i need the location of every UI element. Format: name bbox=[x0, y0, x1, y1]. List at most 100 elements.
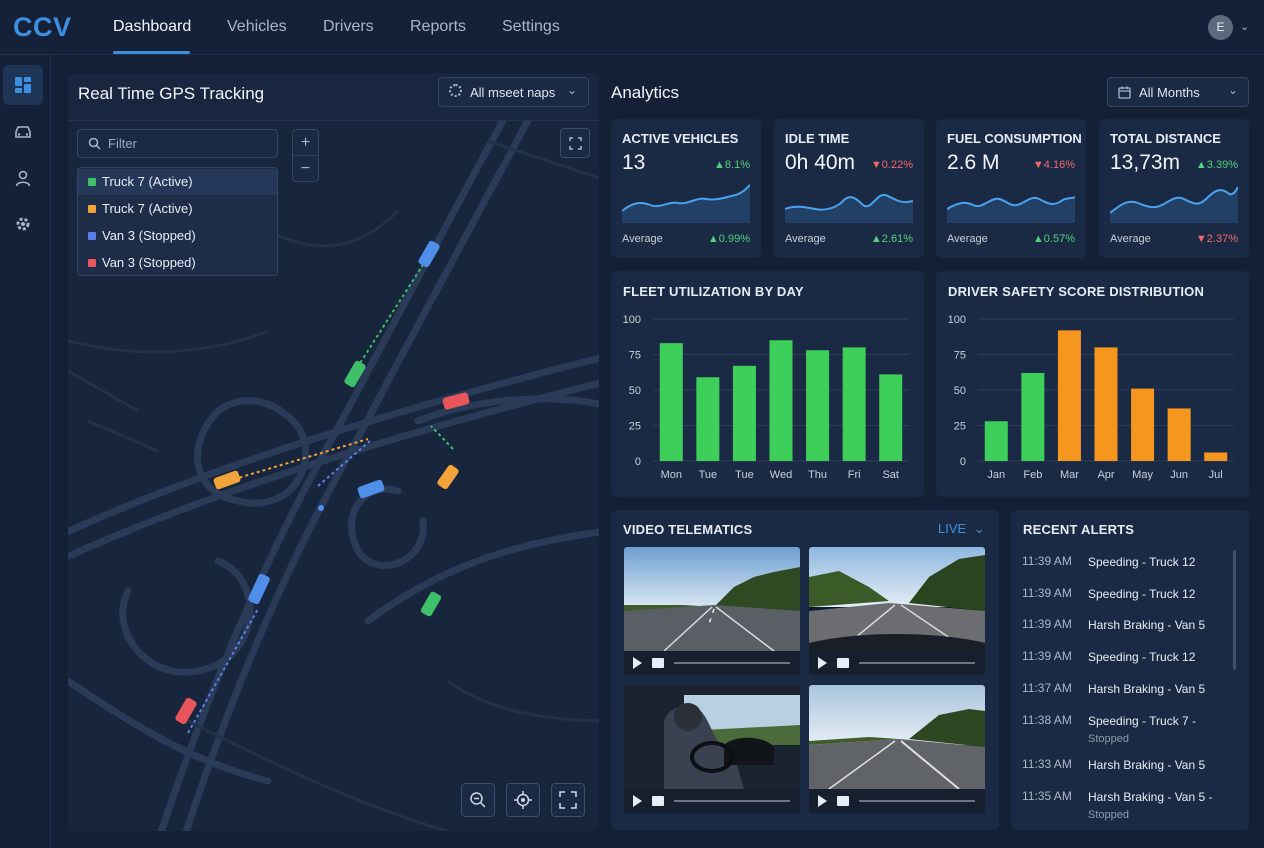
kpi-card[interactable]: TOTAL DISTANCE 13,73m ▲3.39% Average ▼2.… bbox=[1099, 119, 1249, 258]
bar[interactable] bbox=[879, 374, 903, 461]
kpi-change: ▲8.1% bbox=[714, 159, 750, 171]
zoom-in-button[interactable]: + bbox=[292, 129, 319, 156]
zoom-out-button[interactable]: − bbox=[292, 155, 319, 182]
sparkline bbox=[1110, 186, 1238, 223]
bar[interactable] bbox=[1057, 330, 1081, 461]
bar[interactable] bbox=[1204, 452, 1228, 461]
tab-dashboard[interactable]: Dashboard bbox=[113, 18, 192, 35]
kpi-card[interactable]: FUEL CONSUMPTION 2.6 M ▼4.16% Average ▲0… bbox=[936, 119, 1086, 258]
safety-score-panel: DRIVER SAFETY SCORE DISTRIBUTION 0 25 50 75… bbox=[936, 271, 1249, 497]
bar[interactable] bbox=[1021, 372, 1045, 461]
crosshair-icon bbox=[514, 791, 532, 809]
vehicle-label: Truck 7 (Active) bbox=[102, 201, 193, 216]
kpi-card[interactable]: ACTIVE VEHICLES 13 ▲8.1% Average ▲0.99% bbox=[611, 119, 761, 258]
sidebar-item-drivers[interactable] bbox=[3, 158, 43, 198]
map-layer-select[interactable]: All mseet naps ⌄ bbox=[438, 77, 589, 107]
bar[interactable] bbox=[696, 377, 720, 461]
list-item[interactable]: Truck 7 (Active) bbox=[78, 196, 277, 222]
list-item[interactable]: Truck 7 (Active) bbox=[78, 169, 277, 195]
kpi-value: 0h 40m bbox=[785, 151, 856, 174]
status-swatch bbox=[88, 205, 96, 213]
video-tile[interactable] bbox=[809, 547, 985, 675]
sidebar-item-dashboard[interactable] bbox=[3, 65, 43, 105]
dashboard-icon bbox=[15, 77, 31, 93]
map-canvas[interactable] bbox=[68, 121, 599, 831]
bar[interactable] bbox=[659, 343, 683, 461]
locate-button[interactable] bbox=[506, 783, 540, 817]
alert-time: 11:38 AM bbox=[1022, 713, 1072, 727]
video-progress-track[interactable] bbox=[859, 800, 975, 802]
bar[interactable] bbox=[984, 421, 1008, 461]
video-controls bbox=[809, 651, 985, 675]
loading-spinner-icon bbox=[449, 84, 462, 97]
bar[interactable] bbox=[1167, 408, 1191, 461]
kpi-average-label: Average bbox=[1110, 233, 1151, 245]
x-tick-label: May bbox=[1132, 469, 1153, 481]
tab-drivers[interactable]: Drivers bbox=[323, 18, 374, 35]
map-zoom-button[interactable] bbox=[461, 783, 495, 817]
video-controls bbox=[624, 789, 800, 813]
vehicle-markers[interactable] bbox=[174, 240, 470, 726]
bar[interactable] bbox=[769, 340, 793, 461]
x-tick-label: Jan bbox=[987, 469, 1005, 481]
kpi-average-change: ▼2.37% bbox=[1195, 233, 1238, 245]
user-avatar[interactable]: E bbox=[1208, 15, 1233, 40]
active-tab-indicator bbox=[113, 51, 190, 54]
live-toggle[interactable]: LIVE ⌄ bbox=[938, 521, 985, 537]
kpi-value: 13,73m bbox=[1110, 151, 1181, 174]
play-icon[interactable] bbox=[818, 795, 827, 807]
video-tile[interactable] bbox=[809, 685, 985, 813]
video-progress-track[interactable] bbox=[674, 662, 790, 664]
alert-time: 11:35 AM bbox=[1022, 789, 1072, 803]
tab-vehicles[interactable]: Vehicles bbox=[227, 18, 287, 35]
tab-settings[interactable]: Settings bbox=[502, 18, 560, 35]
period-select[interactable]: All Months ⌄ bbox=[1107, 77, 1249, 107]
chevron-down-icon: ⌄ bbox=[1228, 83, 1239, 97]
kpi-average-label: Average bbox=[622, 233, 663, 245]
fullscreen-button[interactable] bbox=[560, 128, 590, 158]
camera-icon bbox=[652, 658, 664, 668]
filter-field[interactable] bbox=[77, 129, 278, 158]
user-icon bbox=[15, 170, 31, 187]
search-icon bbox=[88, 137, 101, 150]
play-icon[interactable] bbox=[633, 657, 642, 669]
video-progress-track[interactable] bbox=[674, 800, 790, 802]
kpi-average-change: ▲2.61% bbox=[870, 233, 913, 245]
bar[interactable] bbox=[1094, 347, 1118, 461]
kpi-average-label: Average bbox=[785, 233, 826, 245]
alerts-scrollbar[interactable] bbox=[1233, 550, 1236, 670]
x-tick-label: Jun bbox=[1170, 469, 1188, 481]
y-tick-label: 0 bbox=[960, 456, 966, 468]
sidebar-item-vehicles[interactable] bbox=[3, 112, 43, 152]
tab-reports[interactable]: Reports bbox=[410, 18, 467, 35]
alert-time: 11:39 AM bbox=[1022, 649, 1072, 663]
sidebar-item-settings[interactable] bbox=[3, 204, 43, 244]
status-swatch bbox=[88, 259, 96, 267]
y-tick-label: 25 bbox=[954, 421, 966, 433]
play-icon[interactable] bbox=[818, 657, 827, 669]
bar[interactable] bbox=[1131, 388, 1155, 461]
video-tile[interactable] bbox=[624, 685, 800, 813]
play-icon[interactable] bbox=[633, 795, 642, 807]
map-expand-button[interactable] bbox=[551, 783, 585, 817]
map-layer-select-value: All mseet naps bbox=[470, 85, 556, 100]
filter-input[interactable] bbox=[108, 136, 268, 151]
video-tile[interactable] bbox=[624, 547, 800, 675]
top-bar: CCV Dashboard Vehicles Drivers Reports S… bbox=[0, 0, 1264, 55]
camera-icon bbox=[652, 796, 664, 806]
vehicle-list: Truck 7 (Active) Truck 7 (Active) Van 3 … bbox=[77, 167, 278, 276]
list-item[interactable]: Van 3 (Stopped) bbox=[78, 250, 277, 276]
alert-text: Speeding - Truck 12 bbox=[1088, 587, 1196, 601]
kpi-card[interactable]: IDLE TIME 0h 40m ▼0.22% Average ▲2.61% bbox=[774, 119, 924, 258]
alert-subtext: Stopped bbox=[1088, 733, 1129, 745]
chevron-down-icon[interactable]: ⌄ bbox=[1240, 21, 1250, 33]
app-logo[interactable]: CCV bbox=[13, 12, 72, 42]
video-progress-track[interactable] bbox=[859, 662, 975, 664]
sparkline bbox=[622, 184, 750, 223]
sparkline bbox=[785, 193, 913, 223]
bar[interactable] bbox=[732, 365, 756, 461]
bar[interactable] bbox=[842, 347, 866, 461]
bar[interactable] bbox=[806, 350, 830, 461]
x-tick-label: Mar bbox=[1060, 469, 1079, 481]
list-item[interactable]: Van 3 (Stopped) bbox=[78, 223, 277, 249]
